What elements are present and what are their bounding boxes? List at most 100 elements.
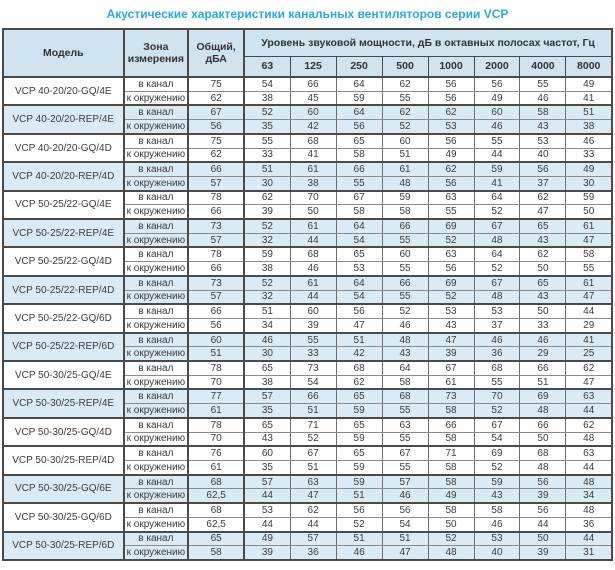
band-level-cell: 42 bbox=[335, 346, 383, 362]
zone-cell: к окружению bbox=[123, 516, 190, 533]
zone-cell: в канал bbox=[123, 473, 190, 490]
total-dba-cell: 58 bbox=[187, 545, 246, 561]
band-level-cell: 55 bbox=[381, 403, 429, 419]
zone-cell: к окружению bbox=[123, 90, 190, 106]
model-cell: VCP 50-25/22-GQ/4E bbox=[2, 189, 125, 220]
zone-cell: в канал bbox=[123, 132, 190, 149]
band-level-cell: 35 bbox=[243, 459, 291, 476]
frequency-header-1000: 1000 bbox=[427, 55, 475, 78]
band-level-cell: 39 bbox=[243, 204, 291, 220]
band-level-cell: 64 bbox=[335, 104, 383, 121]
zone-cell: к окружению bbox=[123, 175, 190, 192]
table-row: VCP 40-20/20-REP/4D в канал 66 51 61 66 61 62 59… bbox=[2, 161, 613, 192]
band-level-cell: 44 bbox=[289, 516, 337, 533]
band-level-cell: 38 bbox=[243, 261, 291, 277]
total-dba-cell: 68 bbox=[187, 473, 246, 490]
band-level-cell: 51 bbox=[289, 403, 337, 419]
table-row: к окружению 62 33 41 58 51 49 44 40 33 bbox=[3, 147, 613, 163]
band-level-cell: 44 bbox=[519, 516, 567, 533]
band-level-cell: 60 bbox=[381, 132, 429, 149]
total-dba-cell: 66 bbox=[187, 161, 246, 177]
band-level-cell: 33 bbox=[243, 147, 291, 163]
band-level-cell: 59 bbox=[335, 473, 383, 490]
total-dba-cell: 57 bbox=[187, 232, 246, 248]
table-row: к окружению 61 35 51 59 55 58 52 48 44 bbox=[3, 403, 613, 419]
band-level-cell: 60 bbox=[289, 303, 337, 319]
band-level-cell: 48 bbox=[565, 431, 613, 447]
total-dba-cell: 61 bbox=[187, 403, 246, 419]
table-row: к окружению 57 32 44 54 55 52 48 43 47 bbox=[3, 232, 613, 248]
band-level-cell: 54 bbox=[289, 374, 337, 390]
band-level-cell: 40 bbox=[473, 545, 521, 561]
zone-cell: к окружению bbox=[123, 346, 190, 362]
band-level-cell: 61 bbox=[565, 274, 613, 291]
model-cell: VCP 50-25/22-GQ/4D bbox=[2, 246, 125, 277]
zone-cell: в канал bbox=[123, 104, 190, 121]
band-level-cell: 58 bbox=[427, 431, 475, 447]
band-level-cell: 65 bbox=[243, 360, 291, 376]
model-cell: VCP 50-30/25-GQ/6D bbox=[2, 502, 125, 533]
band-level-cell: 58 bbox=[335, 147, 383, 163]
table-row: к окружению 70 38 54 62 58 61 55 51 47 bbox=[3, 374, 613, 390]
band-level-cell: 44 bbox=[565, 459, 613, 476]
band-level-cell: 60 bbox=[473, 104, 521, 121]
band-level-cell: 71 bbox=[427, 445, 475, 461]
band-level-cell: 66 bbox=[519, 360, 567, 376]
band-level-cell: 55 bbox=[427, 204, 475, 220]
band-level-cell: 68 bbox=[519, 445, 567, 461]
band-level-cell: 55 bbox=[381, 289, 429, 305]
total-dba-cell: 66 bbox=[187, 303, 246, 319]
table-row: VCP 40-20/20-REP/4E в канал 67 52 60 64 62 62 60… bbox=[2, 104, 613, 135]
band-level-cell: 67 bbox=[335, 189, 383, 206]
band-level-cell: 51 bbox=[381, 147, 429, 163]
table-row: к окружению 58 39 36 46 47 48 40 39 31 bbox=[3, 545, 613, 561]
band-level-cell: 57 bbox=[381, 473, 429, 490]
total-dba-cell: 61 bbox=[187, 459, 246, 476]
table-row: VCP 50-30/25-REP/4D в канал 76 60 67 65 67 71 69… bbox=[2, 445, 613, 476]
band-level-cell: 58 bbox=[565, 246, 613, 263]
band-level-cell: 49 bbox=[565, 75, 613, 92]
band-level-cell: 30 bbox=[565, 175, 613, 192]
zone-cell: в канал bbox=[123, 246, 190, 263]
model-cell: VCP 50-25/22-REP/6D bbox=[2, 331, 125, 362]
total-dba-cell: 75 bbox=[187, 75, 246, 92]
band-level-cell: 70 bbox=[289, 189, 337, 206]
band-level-cell: 52 bbox=[473, 204, 521, 220]
band-level-cell: 62 bbox=[381, 104, 429, 121]
zone-cell: к окружению bbox=[123, 317, 190, 334]
band-level-cell: 48 bbox=[381, 331, 429, 348]
band-level-cell: 68 bbox=[381, 388, 429, 405]
table-row: VCP 40-20/20-GQ/4D в канал 75 55 68 65 60 56 55 5… bbox=[2, 132, 613, 163]
band-level-cell: 65 bbox=[335, 388, 383, 405]
band-level-cell: 62 bbox=[427, 104, 475, 121]
band-level-cell: 40 bbox=[519, 147, 567, 163]
zone-column-header: Зона измерения bbox=[123, 28, 190, 78]
band-level-cell: 70 bbox=[473, 388, 521, 405]
band-level-cell: 64 bbox=[473, 246, 521, 263]
band-level-cell: 48 bbox=[519, 403, 567, 419]
frequency-header-2000: 2000 bbox=[473, 55, 521, 78]
model-column-header: Модель bbox=[2, 28, 125, 78]
band-level-cell: 55 bbox=[381, 459, 429, 476]
band-level-cell: 58 bbox=[427, 473, 475, 490]
band-level-cell: 34 bbox=[243, 317, 291, 334]
band-level-cell: 59 bbox=[335, 90, 383, 106]
zone-cell: к окружению bbox=[123, 232, 190, 248]
band-level-cell: 65 bbox=[335, 416, 383, 433]
band-level-cell: 50 bbox=[427, 516, 475, 533]
band-level-cell: 49 bbox=[565, 161, 613, 177]
total-dba-cell: 70 bbox=[187, 374, 246, 390]
band-level-cell: 47 bbox=[289, 488, 337, 504]
table-row: VCP 50-30/25-REP/4E в канал 77 57 66 65 68 73 70… bbox=[2, 388, 613, 419]
band-level-cell: 44 bbox=[289, 232, 337, 248]
band-level-cell: 35 bbox=[243, 119, 291, 135]
band-level-cell: 52 bbox=[381, 303, 429, 319]
band-level-cell: 46 bbox=[473, 331, 521, 348]
total-dba-cell: 56 bbox=[187, 317, 246, 334]
band-level-cell: 50 bbox=[519, 261, 567, 277]
band-level-cell: 56 bbox=[519, 161, 567, 177]
band-level-cell: 58 bbox=[381, 204, 429, 220]
total-dba-cell: 62,5 bbox=[187, 488, 246, 504]
table-header: Модель Зона измерения Общий, дБА Уровень… bbox=[2, 28, 613, 78]
table-row: VCP 50-30/25-GQ/4D в канал 78 65 71 65 63 66 67 6… bbox=[2, 416, 613, 447]
